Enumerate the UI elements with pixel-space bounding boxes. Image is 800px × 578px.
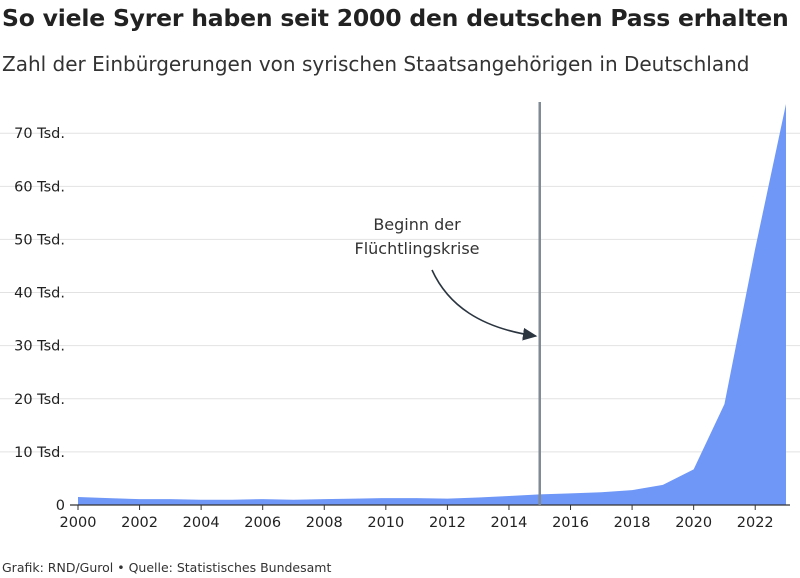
axes bbox=[70, 504, 790, 510]
y-tick-label-5: 50 Tsd. bbox=[14, 232, 65, 248]
x-tick-label-6: 2012 bbox=[429, 515, 466, 531]
chart-title: So viele Syrer haben seit 2000 den deuts… bbox=[2, 4, 789, 32]
x-tick-label-0: 2000 bbox=[60, 515, 97, 531]
x-tick-label-1: 2002 bbox=[121, 515, 158, 531]
y-tick-label-1: 10 Tsd. bbox=[14, 445, 65, 461]
y-tick-label-6: 60 Tsd. bbox=[14, 179, 65, 195]
annotation-label-line1: Beginn der bbox=[373, 215, 461, 234]
annotation: Beginn der Flüchtlingskrise bbox=[355, 102, 541, 505]
annotation-label-line2: Flüchtlingskrise bbox=[355, 239, 480, 258]
annotation-arrow bbox=[431, 269, 538, 341]
x-tick-label-8: 2016 bbox=[552, 515, 589, 531]
y-tick-label-0: 0 bbox=[56, 498, 65, 514]
x-tick-label-4: 2008 bbox=[306, 515, 343, 531]
chart-subtitle: Zahl der Einbürgerungen von syrischen St… bbox=[2, 52, 750, 76]
x-tick-label-7: 2014 bbox=[491, 515, 528, 531]
y-tick-label-2: 20 Tsd. bbox=[14, 392, 65, 408]
y-tick-label-7: 70 Tsd. bbox=[14, 126, 65, 142]
x-tick-label-5: 2010 bbox=[367, 515, 404, 531]
y-tick-label-3: 30 Tsd. bbox=[14, 339, 65, 355]
x-tick-label-11: 2022 bbox=[737, 515, 774, 531]
x-tick-label-2: 2004 bbox=[183, 515, 220, 531]
area-series bbox=[78, 104, 786, 505]
x-tick-labels: 2000 2002 2004 2006 2008 2010 2012 2014 2016 2018… bbox=[60, 515, 774, 531]
x-tick-label-10: 2020 bbox=[675, 515, 712, 531]
x-tick-label-9: 2018 bbox=[614, 515, 651, 531]
y-tick-label-4: 40 Tsd. bbox=[14, 286, 65, 302]
y-tick-labels: 0 10 Tsd. 20 Tsd. 30 Tsd. 40 Tsd. 50 Tsd. 60 T… bbox=[14, 126, 65, 514]
gridlines bbox=[0, 132, 800, 453]
area-series-path bbox=[78, 104, 786, 505]
x-tick-label-3: 2006 bbox=[244, 515, 281, 531]
source-credit: Grafik: RND/Gurol • Quelle: Statistische… bbox=[2, 560, 332, 575]
